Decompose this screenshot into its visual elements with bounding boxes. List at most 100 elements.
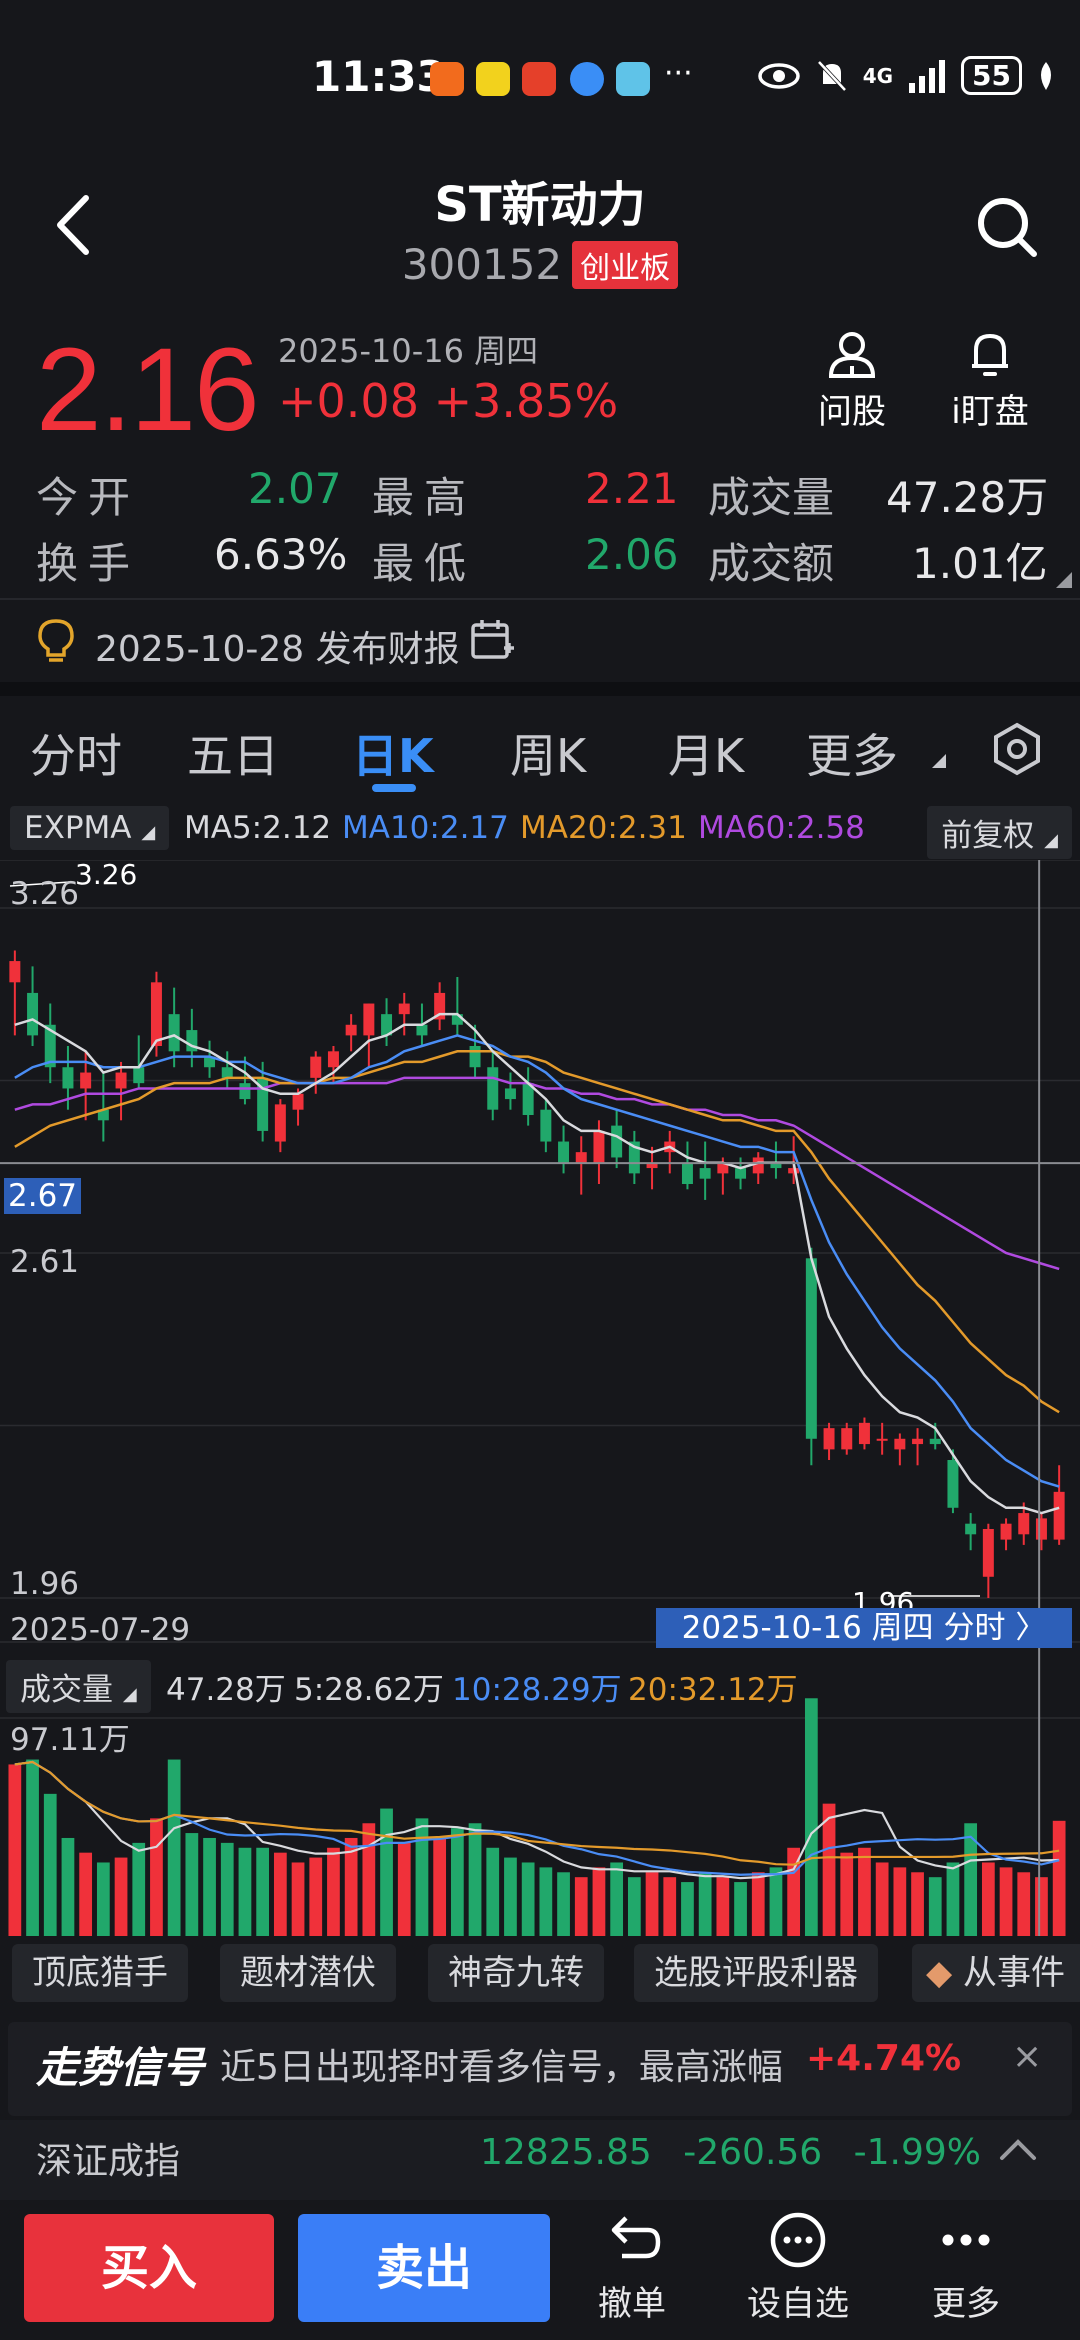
- settings-icon[interactable]: [990, 722, 1044, 776]
- ma20-value: MA20:2.31: [520, 810, 687, 846]
- buy-button[interactable]: 买入: [24, 2214, 274, 2322]
- volume-bar: [1052, 1820, 1066, 1936]
- chip-event[interactable]: ◆ 从事件: [912, 1944, 1080, 2002]
- candle-body: [717, 1162, 729, 1174]
- volume-bar: [1035, 1877, 1048, 1936]
- tab-intraday[interactable]: 分时: [30, 729, 122, 783]
- max-marker-line: [9, 881, 71, 887]
- indicator-name: EXPMA: [24, 810, 132, 846]
- volume-bar: [698, 1872, 712, 1936]
- candle-body: [80, 1072, 92, 1089]
- tab-daily-k[interactable]: 日K: [352, 729, 434, 783]
- volume-bar: [999, 1867, 1013, 1936]
- volume-ma5: 5:28.62万: [294, 1672, 444, 1708]
- tab-more[interactable]: 更多: [806, 729, 898, 783]
- kline-chart[interactable]: [0, 860, 1080, 1940]
- candle-body: [239, 1083, 251, 1100]
- turnover-value: 6.63%: [214, 530, 348, 579]
- volume-bar: [769, 1867, 783, 1936]
- tab-weekly-k[interactable]: 周K: [510, 729, 587, 783]
- volume-ma-line: [14, 1760, 1060, 1876]
- dots-icon: [942, 2234, 990, 2246]
- volume-bar: [79, 1852, 93, 1936]
- volume-bar: [150, 1818, 163, 1936]
- indicator-selector[interactable]: EXPMA ◢: [10, 806, 170, 850]
- ema60-line: [14, 1076, 1060, 1271]
- volume-bar: [468, 1823, 482, 1936]
- chip-theme-ambush[interactable]: 题材潜伏: [220, 1944, 396, 2002]
- ask-stock-button[interactable]: 问股: [792, 330, 912, 433]
- chip-top-bottom-hunter[interactable]: 顶底猎手: [12, 1944, 188, 2002]
- volume-bar: [380, 1808, 393, 1936]
- candle-body: [504, 1088, 516, 1100]
- sell-button[interactable]: 卖出: [298, 2214, 550, 2322]
- more-button[interactable]: 更多: [896, 2212, 1036, 2325]
- candle-body: [1018, 1513, 1030, 1535]
- cursor-price-label: 2.67: [4, 1178, 82, 1214]
- candle-body: [894, 1438, 906, 1450]
- candle-body: [469, 1046, 481, 1068]
- index-name: 深证成指: [36, 2141, 181, 2182]
- volume-bar: [344, 1837, 358, 1936]
- volume-ma-lines: [14, 1760, 1060, 1880]
- price-adjust-selector[interactable]: 前复权 ◢: [927, 806, 1072, 859]
- cursor-date-label[interactable]: 2025-10-16 周四 分时 〉: [656, 1608, 1072, 1648]
- expand-corner-icon[interactable]: [1056, 572, 1072, 588]
- trend-signal-banner[interactable]: [8, 2022, 1072, 2116]
- more-notifications: ···: [664, 56, 693, 91]
- back-button[interactable]: [48, 190, 108, 260]
- candle-body: [97, 1109, 109, 1121]
- volume-bar: [433, 1837, 447, 1936]
- tab-five-day[interactable]: 五日: [187, 729, 279, 783]
- user-icon: [828, 332, 876, 378]
- close-icon[interactable]: ×: [1012, 2036, 1043, 2077]
- chevron-up-icon[interactable]: [996, 2130, 1040, 2170]
- signal-icon: [909, 59, 946, 93]
- volume-ma-line: [14, 1760, 1060, 1866]
- candle-body: [1000, 1523, 1012, 1540]
- watch-button[interactable]: i盯盘: [930, 330, 1050, 433]
- volume-label: 成交量: [708, 473, 835, 522]
- candle-body: [310, 1056, 322, 1078]
- cancel-order-label: 撤单: [598, 2284, 666, 2324]
- volume-bar: [327, 1847, 340, 1936]
- volume-bar: [734, 1882, 747, 1936]
- undo-icon: [611, 2216, 661, 2259]
- tab-monthly-k[interactable]: 月K: [668, 729, 745, 783]
- candle-body: [115, 1072, 127, 1089]
- ask-stock-label: 问股: [818, 392, 886, 432]
- search-button[interactable]: [972, 192, 1042, 262]
- index-percent: -1.99%: [853, 2132, 982, 2173]
- volume-bar: [928, 1877, 942, 1936]
- volume-bar: [43, 1793, 57, 1936]
- candle-body: [522, 1083, 534, 1115]
- add-watchlist-button[interactable]: 设自选: [728, 2212, 868, 2325]
- volume-bar: [397, 1842, 411, 1936]
- volume-indicator-selector[interactable]: 成交量 ◢: [6, 1660, 151, 1713]
- volume-bar: [557, 1872, 570, 1936]
- candle-body: [841, 1428, 853, 1450]
- cancel-order-button[interactable]: 撤单: [562, 2212, 702, 2325]
- volume-bar: [840, 1852, 854, 1936]
- more-circle-icon: [770, 2212, 826, 2268]
- chevron-left-icon: [57, 195, 89, 255]
- low-label: 最低: [372, 539, 477, 588]
- candle-body: [681, 1162, 693, 1184]
- candle-body: [44, 1024, 56, 1068]
- candle-body: [204, 1056, 216, 1068]
- volume-bar: [1017, 1872, 1031, 1936]
- chip-stock-picker[interactable]: 选股评股利器: [634, 1944, 878, 2002]
- candle-body: [363, 1003, 375, 1036]
- volume-max-label: 97.11万: [10, 1722, 130, 1758]
- high-label: 最高: [372, 473, 477, 522]
- volume-bar: [592, 1867, 606, 1936]
- candle-body: [611, 1125, 623, 1158]
- chip-magic-nine[interactable]: 神奇九转: [428, 1944, 604, 2002]
- volume-bar: [362, 1823, 376, 1936]
- low-value: 2.06: [585, 530, 679, 579]
- candle-body: [451, 1014, 463, 1025]
- dropdown-triangle-icon: [932, 754, 946, 768]
- candle-body: [416, 1024, 428, 1036]
- calendar-add-icon[interactable]: [470, 618, 514, 662]
- app-notification-icon: [570, 62, 604, 96]
